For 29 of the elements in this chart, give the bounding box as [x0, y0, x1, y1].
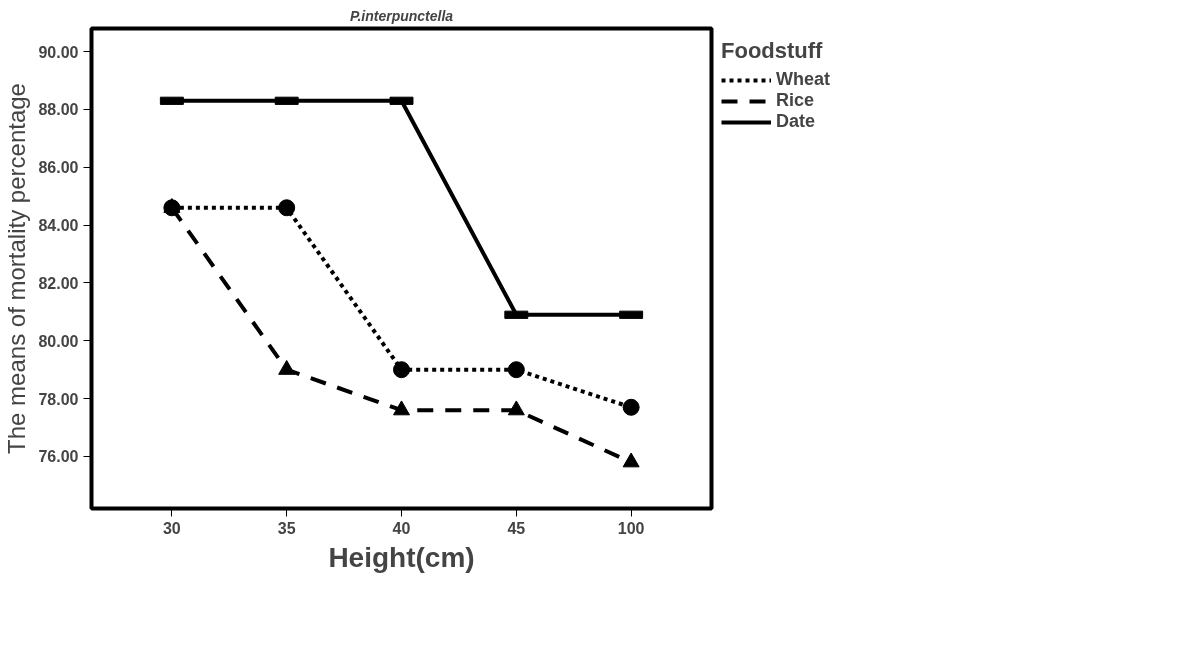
y-tick-label: 88.00 — [38, 101, 79, 119]
point — [393, 400, 410, 416]
x-axis-title: Height(cm) — [328, 541, 475, 573]
x-tick-label: 40 — [392, 519, 411, 537]
y-tick-label: 78.00 — [38, 390, 79, 408]
point — [278, 359, 296, 375]
x-tick-label: 35 — [277, 519, 296, 537]
x-tick-label: 30 — [162, 519, 181, 537]
x-tick-label: 100 — [617, 519, 645, 537]
point — [507, 400, 525, 416]
point — [278, 199, 296, 217]
y-tick-label: 82.00 — [38, 274, 79, 292]
y-tick-label: 86.00 — [38, 159, 79, 177]
chart-title: P.interpunctella — [349, 7, 454, 24]
point — [622, 452, 640, 468]
point — [393, 361, 410, 379]
y-tick-label: 80.00 — [38, 332, 79, 350]
legend-label: Wheat — [776, 69, 830, 90]
y-axis-title: The means of mortality percentage — [3, 83, 31, 454]
point — [163, 199, 181, 217]
y-tick-label: 76.00 — [38, 448, 79, 466]
legend-title: Foodstuff — [721, 38, 824, 64]
point — [507, 361, 525, 379]
legend-label: Date — [776, 111, 816, 132]
point — [622, 398, 640, 416]
x-tick-label: 45 — [507, 519, 526, 537]
legend-label: Rice — [776, 90, 815, 111]
y-tick-label: 90.00 — [38, 43, 79, 61]
y-tick-label: 84.00 — [38, 217, 79, 235]
